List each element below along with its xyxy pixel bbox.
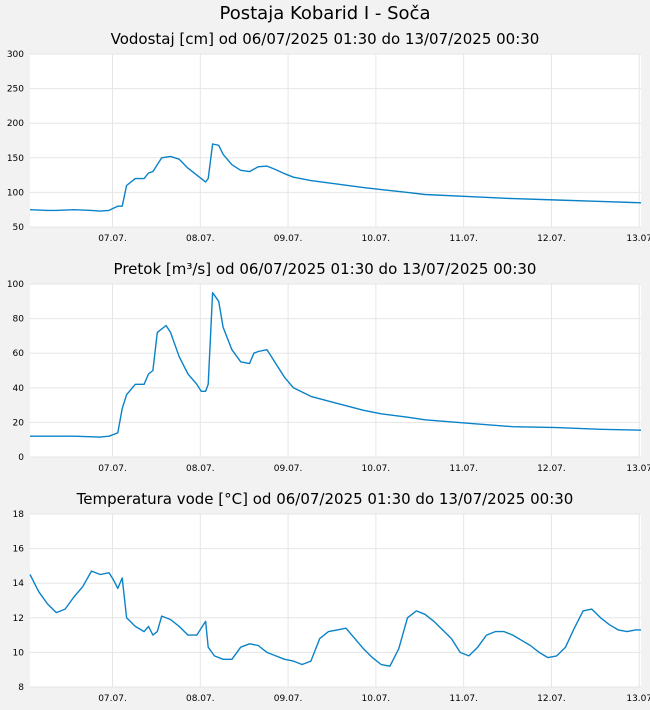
x-tick-label: 11.07. — [449, 464, 478, 474]
x-tick-label: 07.07. — [98, 234, 127, 244]
y-tick-label: 0 — [18, 453, 24, 463]
chart-title: Pretok [m³/s] od 06/07/2025 01:30 do 13/… — [113, 260, 537, 278]
x-tick-label: 10.07. — [362, 464, 391, 474]
plot-background — [30, 514, 641, 687]
y-tick-label: 200 — [7, 119, 24, 129]
y-tick-label: 100 — [7, 280, 24, 290]
y-tick-label: 20 — [13, 418, 25, 428]
chart-title: Vodostaj [cm] od 06/07/2025 01:30 do 13/… — [110, 30, 540, 48]
plot-background — [30, 284, 641, 457]
x-tick-label: 12.07. — [537, 234, 566, 244]
x-tick-label: 11.07. — [449, 234, 478, 244]
y-tick-label: 14 — [13, 579, 25, 589]
temperature-chart: Temperatura vode [°C] od 06/07/2025 01:3… — [0, 490, 650, 710]
plot-background — [30, 54, 641, 227]
series-line — [30, 292, 642, 438]
x-tick-label: 07.07. — [98, 464, 127, 474]
x-tick-label: 12.07. — [537, 694, 566, 704]
y-tick-label: 150 — [7, 154, 24, 164]
x-tick-label: 08.07. — [186, 694, 215, 704]
y-tick-label: 40 — [13, 384, 25, 394]
series-line — [29, 143, 642, 212]
discharge-chart: Pretok [m³/s] od 06/07/2025 01:30 do 13/… — [0, 260, 650, 480]
x-tick-label: 09.07. — [274, 694, 303, 704]
y-tick-label: 18 — [13, 510, 25, 520]
x-tick-label: 08.07. — [186, 464, 215, 474]
x-tick-label: 09.07. — [274, 234, 303, 244]
x-tick-label: 10.07. — [362, 694, 391, 704]
x-tick-label: 13.07 — [626, 234, 650, 244]
y-tick-label: 10 — [13, 648, 25, 658]
y-tick-label: 100 — [7, 188, 24, 198]
x-tick-label: 08.07. — [186, 234, 215, 244]
x-tick-label: 13.07 — [626, 464, 650, 474]
y-tick-label: 300 — [7, 50, 24, 60]
water-level-plot: 50 100 150 200 250 300 07.07. 08.07. 09.07. 10.07… — [7, 50, 650, 244]
y-tick-label: 12 — [13, 614, 24, 624]
discharge-plot: 0 20 40 60 80 100 07.07. 08.07. 09.07. 10.07. 11.0… — [7, 280, 650, 474]
x-tick-label: 13.07 — [626, 694, 650, 704]
y-tick-label: 16 — [13, 545, 25, 555]
x-tick-label: 09.07. — [274, 464, 303, 474]
water-level-chart: Vodostaj [cm] od 06/07/2025 01:30 do 13/… — [0, 30, 650, 250]
y-tick-label: 50 — [13, 223, 25, 233]
x-tick-label: 10.07. — [362, 234, 391, 244]
x-tick-label: 11.07. — [449, 694, 478, 704]
y-tick-label: 60 — [13, 349, 25, 359]
chart-title: Temperatura vode [°C] od 06/07/2025 01:3… — [76, 490, 574, 508]
y-tick-label: 8 — [18, 683, 24, 693]
y-tick-label: 250 — [7, 85, 24, 95]
x-tick-label: 07.07. — [98, 694, 127, 704]
y-tick-label: 80 — [13, 315, 25, 325]
temperature-plot: 8 10 12 14 16 18 07.07. 08.07. 09.07. 10.07. 11.07… — [13, 510, 650, 704]
series-line — [29, 570, 641, 667]
page-title: Postaja Kobarid I - Soča — [219, 3, 431, 24]
x-tick-label: 12.07. — [537, 464, 566, 474]
